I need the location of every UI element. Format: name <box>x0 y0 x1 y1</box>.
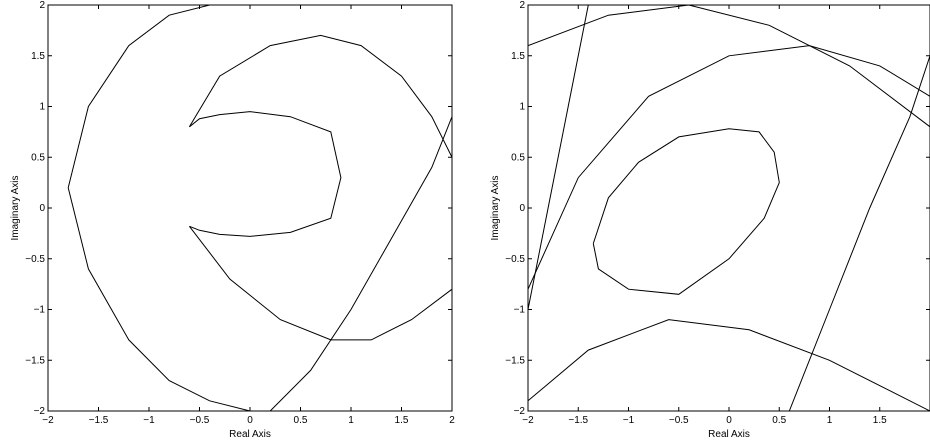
y-tick-label: −0.5 <box>25 254 45 265</box>
y-tick-label: 1 <box>519 102 525 113</box>
curve-2 <box>528 45 930 290</box>
curve-5 <box>788 55 930 411</box>
curve-6 <box>528 5 589 310</box>
curve-3 <box>528 5 930 128</box>
x-tick-label: −2 <box>42 415 54 426</box>
curve-4 <box>188 34 452 158</box>
curve-2 <box>67 5 250 188</box>
y-tick-label: −2 <box>514 406 526 417</box>
y-tick-label: −1 <box>34 305 46 316</box>
plot-panel-1: −2 −1.5 −1 −0.5 0 0.5 1 1.5 2 −2 −1.5 −1 −0.5 0 0.5 1 1.… <box>10 0 455 440</box>
x-tick-label: 0 <box>726 415 732 426</box>
y-tick-label: 1 <box>39 102 45 113</box>
x-tick-label: 0.5 <box>294 415 308 426</box>
x-tick-label: −0.5 <box>669 415 689 426</box>
x-tick-label: −1 <box>623 415 635 426</box>
trajectory-curves <box>67 5 452 411</box>
y-tick-label: 2 <box>39 0 45 11</box>
x-tick-label: −1 <box>143 415 155 426</box>
y-axis-label: Imaginary Axis <box>10 175 21 240</box>
y-tick-label: 0 <box>519 203 525 214</box>
x-axis-label: Real Axis <box>229 429 271 440</box>
plot-area <box>528 5 930 411</box>
plot-panel-2: −2 −1.5 −1 −0.5 0 0.5 1 1.5 −2 −1.5 −1 −0.5 0 0.5 1 1.5… <box>490 0 930 440</box>
x-tick-label: −0.5 <box>190 415 210 426</box>
y-tick-label: 2 <box>519 0 525 11</box>
x-tick-label: 1 <box>348 415 354 426</box>
trajectory-curves <box>528 5 930 411</box>
x-tick-label: −1.5 <box>568 415 588 426</box>
x-tick-label: 1 <box>827 415 833 426</box>
y-tick-label: −1.5 <box>505 355 525 366</box>
curve-1 <box>67 187 251 411</box>
x-tick-label: 2 <box>449 415 455 426</box>
y-tick-label: −0.5 <box>505 254 525 265</box>
x-axis-label: Real Axis <box>708 429 750 440</box>
curve-1 <box>592 128 780 295</box>
x-tick-label: −1.5 <box>89 415 109 426</box>
x-tick-label: 0.5 <box>772 415 786 426</box>
curve-6 <box>269 116 452 411</box>
x-tick-label: 1.5 <box>873 415 887 426</box>
y-tick-label: 0 <box>39 203 45 214</box>
y-tick-label: 0.5 <box>31 152 45 163</box>
y-tick-label: 1.5 <box>31 51 45 62</box>
y-tick-label: −2 <box>34 406 46 417</box>
y-tick-label: −1 <box>514 305 526 316</box>
plot-area <box>48 5 452 411</box>
y-tick-label: −1.5 <box>25 355 45 366</box>
y-tick-label: 1.5 <box>511 51 525 62</box>
curve-3 <box>189 111 342 237</box>
y-axis-label: Imaginary Axis <box>490 175 501 240</box>
curve-4 <box>528 319 930 411</box>
y-tick-label: 0.5 <box>511 152 525 163</box>
x-tick-label: −2 <box>522 415 534 426</box>
x-tick-label: 1.5 <box>395 415 409 426</box>
x-tick-label: 0 <box>247 415 253 426</box>
